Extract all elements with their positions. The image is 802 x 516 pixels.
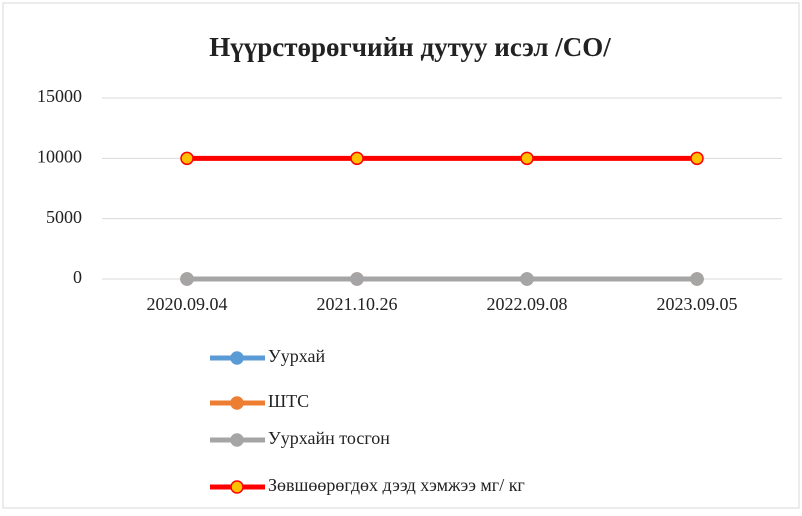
legend-label: ШТС — [268, 391, 309, 411]
legend-marker — [230, 480, 244, 494]
x-tick-label: 2022.09.08 — [487, 294, 568, 314]
y-tick-label: 15000 — [37, 86, 82, 106]
legend-marker — [230, 433, 244, 447]
chart-border — [2, 2, 800, 509]
series-marker — [520, 151, 534, 166]
series-marker — [690, 272, 704, 286]
legend-label: Уурхайн тосгон — [268, 428, 390, 448]
series-marker — [690, 151, 704, 166]
legend-marker — [230, 396, 244, 410]
y-tick-label: 0 — [73, 267, 82, 287]
legend-marker — [230, 351, 244, 365]
series-marker — [180, 272, 194, 286]
x-tick-label: 2021.10.26 — [317, 294, 398, 314]
chart-title: Нүүрстөрөгчийн дутуу исэл /CO/ — [209, 32, 611, 62]
legend-label: Уурхай — [268, 346, 325, 366]
series-marker — [350, 272, 364, 286]
x-tick-label: 2023.09.05 — [657, 294, 738, 314]
x-tick-label: 2020.09.04 — [147, 294, 228, 314]
series-marker — [520, 272, 534, 286]
y-tick-label: 10000 — [37, 146, 82, 166]
series-marker — [180, 151, 194, 166]
y-tick-label: 5000 — [46, 207, 82, 227]
legend-label: Зөвшөөрөгдөх дээд хэмжээ мг/ кг — [268, 475, 525, 495]
series-marker — [350, 151, 364, 166]
